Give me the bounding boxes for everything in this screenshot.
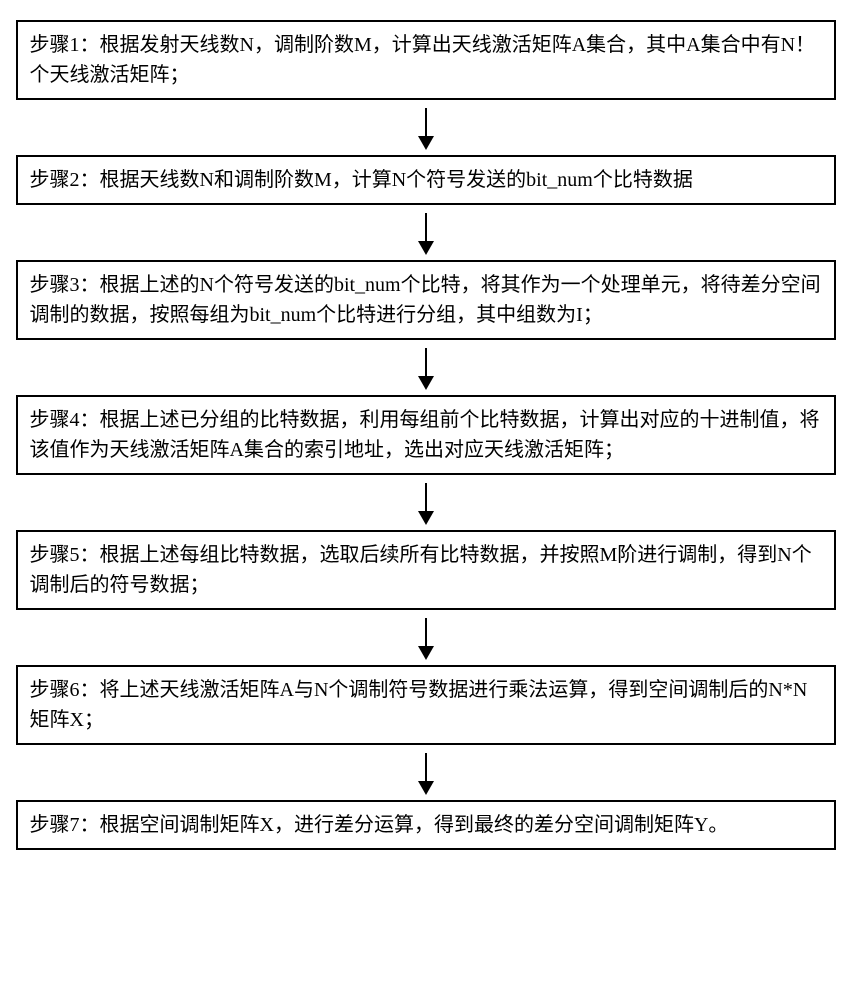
arrow-2: [425, 205, 427, 260]
step-box-6: 步骤6：将上述天线激活矩阵A与N个调制符号数据进行乘法运算，得到空间调制后的N*…: [16, 665, 836, 745]
arrow-1: [425, 100, 427, 155]
step-text-4: 步骤4：根据上述已分组的比特数据，利用每组前个比特数据，计算出对应的十进制值，将…: [30, 409, 820, 461]
step-text-5: 步骤5：根据上述每组比特数据，选取后续所有比特数据，并按照M阶进行调制，得到N个…: [30, 544, 812, 596]
arrow-5: [425, 610, 427, 665]
step-box-1: 步骤1：根据发射天线数N，调制阶数M，计算出天线激活矩阵A集合，其中A集合中有N…: [16, 20, 836, 100]
step-box-2: 步骤2：根据天线数N和调制阶数M，计算N个符号发送的bit_num个比特数据: [16, 155, 836, 205]
step-box-7: 步骤7：根据空间调制矩阵X，进行差分运算，得到最终的差分空间调制矩阵Y。: [16, 800, 836, 850]
arrow-3: [425, 340, 427, 395]
step-box-3: 步骤3：根据上述的N个符号发送的bit_num个比特，将其作为一个处理单元，将待…: [16, 260, 836, 340]
step-box-5: 步骤5：根据上述每组比特数据，选取后续所有比特数据，并按照M阶进行调制，得到N个…: [16, 530, 836, 610]
step-box-4: 步骤4：根据上述已分组的比特数据，利用每组前个比特数据，计算出对应的十进制值，将…: [16, 395, 836, 475]
step-text-2: 步骤2：根据天线数N和调制阶数M，计算N个符号发送的bit_num个比特数据: [30, 169, 693, 191]
step-text-1: 步骤1：根据发射天线数N，调制阶数M，计算出天线激活矩阵A集合，其中A集合中有N…: [30, 34, 816, 86]
arrow-6: [425, 745, 427, 800]
step-text-7: 步骤7：根据空间调制矩阵X，进行差分运算，得到最终的差分空间调制矩阵Y。: [30, 814, 729, 836]
step-text-3: 步骤3：根据上述的N个符号发送的bit_num个比特，将其作为一个处理单元，将待…: [30, 274, 821, 326]
arrow-4: [425, 475, 427, 530]
step-text-6: 步骤6：将上述天线激活矩阵A与N个调制符号数据进行乘法运算，得到空间调制后的N*…: [30, 679, 808, 731]
